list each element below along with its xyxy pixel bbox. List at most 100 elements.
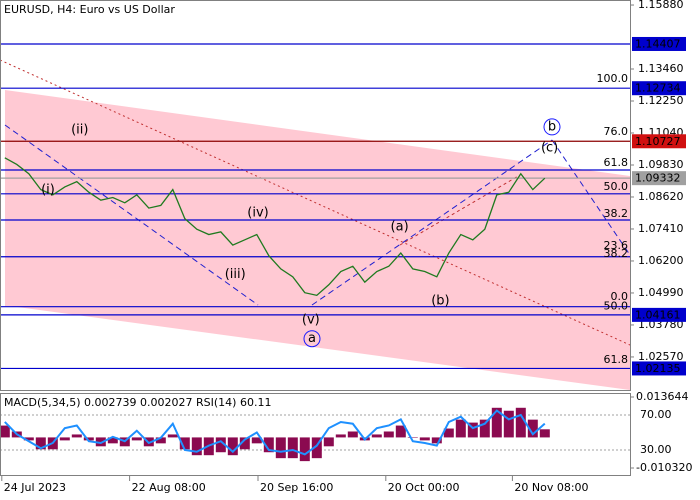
wave-label: (ii) — [71, 122, 88, 137]
macd-bar — [167, 434, 178, 438]
x-tick-label: 22 Aug 08:00 — [132, 481, 206, 494]
y2-tick-label: 30.00 — [640, 443, 672, 456]
macd-bar — [131, 437, 142, 441]
fib-label: 38.2 — [604, 247, 629, 260]
macd-bar — [35, 437, 46, 450]
x-tick-label: 20 Oct 00:00 — [388, 481, 460, 494]
macd-bar — [239, 437, 250, 450]
wave-label: (c) — [541, 140, 558, 155]
macd-bar — [527, 419, 538, 438]
macd-bar — [311, 437, 322, 459]
indicator-title: MACD(5,34,5) 0.002739 0.002027 RSI(14) 6… — [4, 396, 271, 409]
y-tick-label: 1.02570 — [638, 350, 684, 363]
price-tag-label: 1.09332 — [635, 172, 681, 185]
x-tick-label: 20 Sep 16:00 — [260, 481, 333, 494]
price-line — [4, 157, 546, 297]
chart-title: EURUSD, H4: Euro vs US Dollar — [4, 3, 175, 16]
macd-bar — [335, 434, 346, 438]
fib-label: 23.6 — [604, 239, 629, 252]
macd-bar — [455, 419, 466, 438]
y-tick-label: 1.13460 — [638, 62, 684, 75]
macd-bar — [395, 425, 406, 438]
macd-bar — [251, 437, 262, 444]
price-tag — [632, 307, 686, 322]
x-tick-label: 24 Jul 2023 — [4, 481, 66, 494]
macd-bar — [491, 407, 502, 438]
macd-bar — [71, 434, 82, 438]
macd-bar — [0, 425, 10, 438]
wave-label: (i) — [41, 182, 55, 197]
macd-bar — [191, 437, 202, 456]
macd-bar — [227, 437, 238, 456]
macd-bar — [347, 431, 358, 438]
fib-label: 50.0 — [604, 300, 629, 313]
macd-bar — [443, 428, 454, 438]
macd-bar — [299, 437, 310, 462]
macd-bar — [371, 434, 382, 438]
macd-bar — [479, 419, 490, 438]
rsi-line — [4, 409, 546, 456]
wave-circle — [303, 330, 321, 348]
price-tag-label: 1.12734 — [635, 82, 681, 95]
fib-label: 38.2 — [604, 207, 629, 220]
macd-bar — [323, 437, 334, 447]
macd-bar — [215, 437, 226, 453]
y-tick-label: 1.06200 — [638, 254, 684, 267]
fib-label: 76.0 — [604, 125, 629, 138]
y-tick-label: 1.15880 — [638, 0, 684, 11]
y2-tick-label: 70.00 — [640, 408, 672, 421]
plot-frame — [0, 0, 631, 391]
y-tick-label: 1.07410 — [638, 222, 684, 235]
fib-label: 100.0 — [597, 72, 629, 85]
price-tag — [632, 36, 686, 51]
macd-bar — [539, 429, 550, 438]
trend-line — [0, 59, 631, 346]
macd-bar — [263, 437, 274, 453]
fib-label: 61.8 — [604, 156, 629, 169]
macd-bar — [155, 437, 166, 444]
wave-label: (iv) — [247, 205, 268, 220]
price-tag — [632, 361, 686, 376]
indicator-frame — [0, 393, 631, 476]
macd-bar — [107, 437, 118, 444]
macd-bar — [419, 437, 430, 441]
macd-bar — [83, 437, 94, 441]
wave-label: (a) — [391, 219, 409, 234]
macd-bar — [383, 431, 394, 438]
macd-bar — [431, 437, 442, 444]
macd-bar — [467, 422, 478, 438]
y-tick-label: 0.013644 — [636, 390, 689, 403]
y-tick-label: 1.09830 — [638, 158, 684, 171]
macd-bar — [95, 437, 106, 447]
macd-bar — [275, 437, 286, 459]
wave-line — [311, 139, 553, 306]
wave-label: b — [548, 119, 556, 134]
macd-bar — [407, 437, 418, 438]
wave-line — [551, 139, 631, 256]
price-tag — [632, 81, 686, 96]
wave-circle — [543, 118, 561, 136]
wave-label: (b) — [431, 293, 449, 308]
wave-line — [399, 174, 521, 246]
macd-bar — [23, 437, 34, 441]
macd-bar — [59, 437, 70, 441]
price-tag — [632, 134, 686, 149]
fib-label: 50.0 — [604, 180, 629, 193]
price-tag-label: 1.04161 — [635, 308, 681, 321]
wave-label: (v) — [302, 312, 320, 327]
y-tick-label: -0.010320 — [636, 461, 692, 474]
y-tick-label: 1.08620 — [638, 190, 684, 203]
price-tag — [632, 171, 686, 186]
wave-label: a — [308, 331, 316, 346]
price-tag-label: 1.02135 — [635, 362, 681, 375]
price-tag-label: 1.14407 — [635, 37, 681, 50]
wave-line — [4, 124, 259, 306]
x-tick-label: 20 Nov 08:00 — [514, 481, 588, 494]
wave-label: (iii) — [225, 267, 246, 282]
macd-bar — [515, 407, 526, 438]
macd-bar — [287, 437, 298, 459]
fib-label: 61.8 — [604, 353, 629, 366]
macd-bar — [503, 410, 514, 438]
price-tag-label: 1.10727 — [635, 135, 681, 148]
